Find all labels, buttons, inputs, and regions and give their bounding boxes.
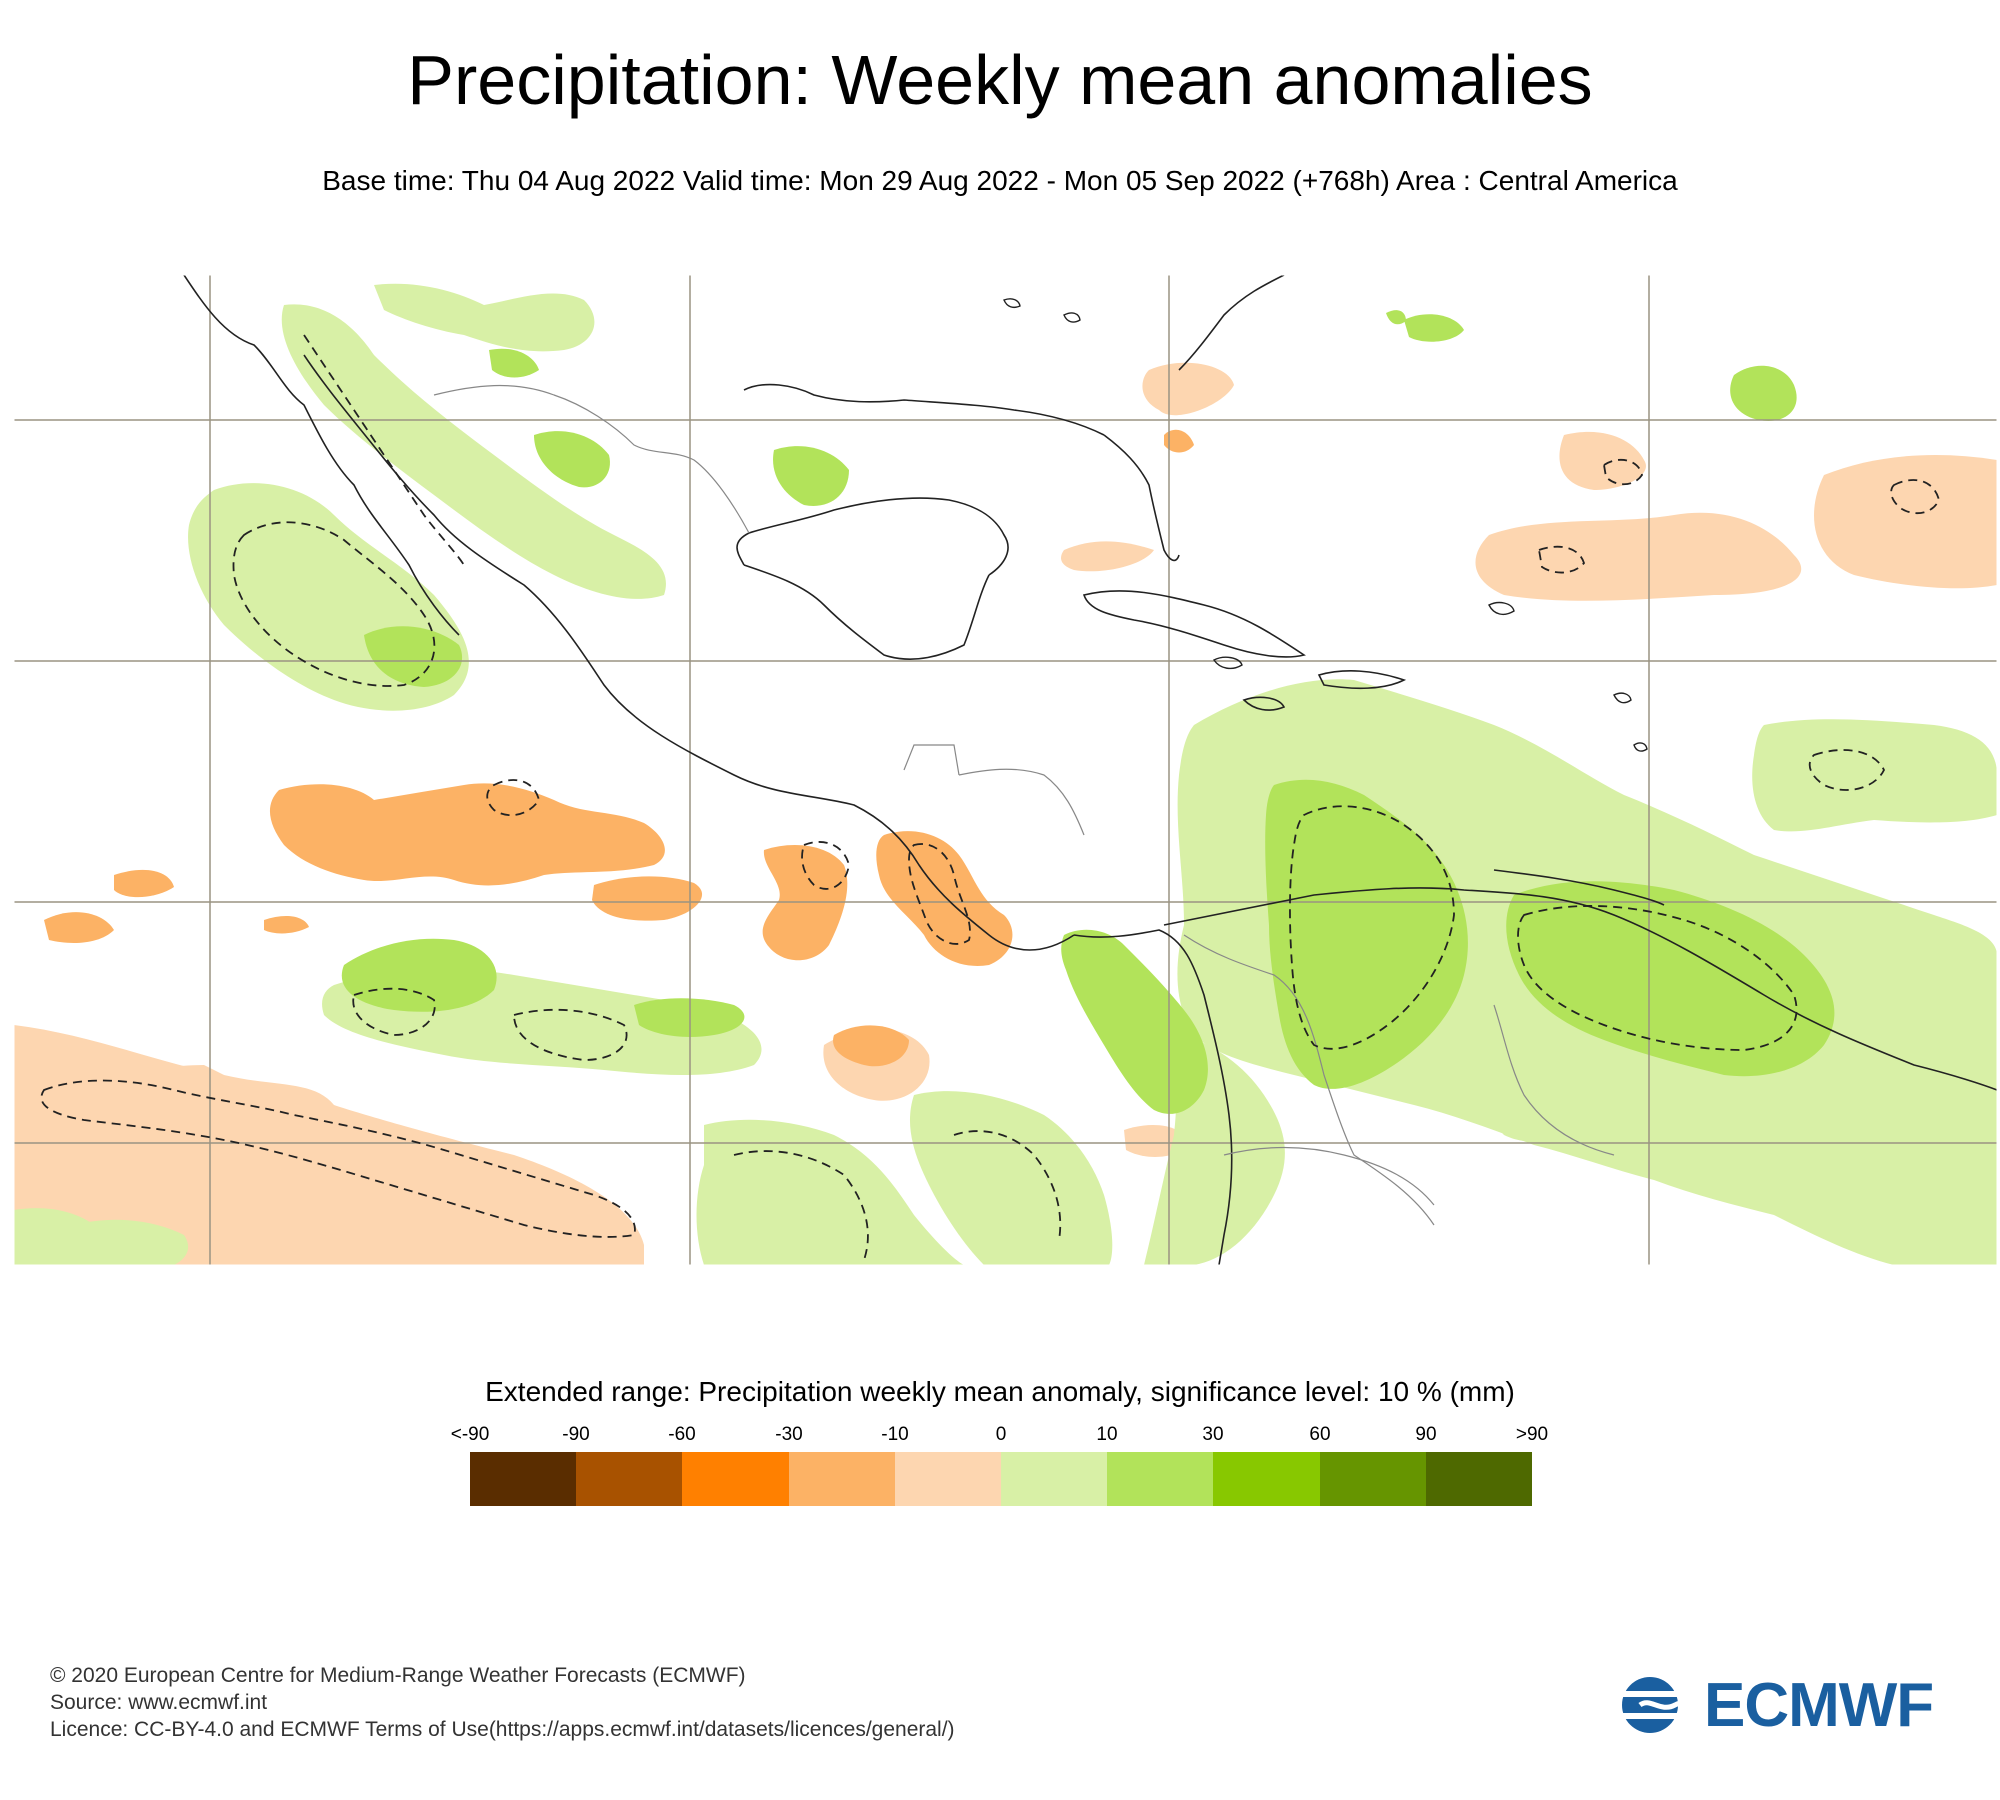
graticule <box>14 275 1997 1265</box>
chart-subtitle: Base time: Thu 04 Aug 2022 Valid time: M… <box>322 165 1678 196</box>
legend-ticks: <-90 -90 -60 -30 -10 0 10 30 60 90 >90 <box>451 1424 1548 1446</box>
country-borders <box>433 384 1615 1226</box>
legend-tick-label: -10 <box>881 1424 909 1445</box>
coastlines <box>183 275 1997 1265</box>
legend-swatch <box>1213 1452 1320 1506</box>
anomaly-medium-green-areas <box>341 310 1835 1114</box>
source-text: Source: www.ecmwf.int <box>50 1691 268 1714</box>
precipitation-anomaly-map <box>14 275 1997 1265</box>
legend-swatch <box>576 1452 683 1506</box>
legend-title: Extended range: Precipitation weekly mea… <box>485 1376 1515 1407</box>
legend-swatch <box>1001 1452 1108 1506</box>
logo-text: ECMWF <box>1704 1670 1934 1740</box>
legend-swatch <box>1107 1452 1214 1506</box>
legend-swatch <box>1425 1452 1533 1506</box>
legend-tick-label: 90 <box>1415 1424 1437 1445</box>
legend-tick-label: -60 <box>668 1424 696 1445</box>
legend-tick-label: 10 <box>1096 1424 1118 1445</box>
legend-tick-label: 60 <box>1309 1424 1331 1445</box>
legend-tick-label: 0 <box>995 1424 1007 1445</box>
copyright-text: © 2020 European Centre for Medium-Range … <box>50 1664 746 1687</box>
legend-swatch <box>788 1452 895 1506</box>
legend-colorbar <box>470 1452 1533 1506</box>
legend-tick-label: -30 <box>775 1424 803 1445</box>
legend-tick-label: 30 <box>1202 1424 1224 1445</box>
anomaly-light-orange-areas <box>14 362 1997 1265</box>
legend-swatch <box>470 1452 577 1506</box>
significance-contours <box>40 334 1940 1261</box>
legend-tick-label: -90 <box>562 1424 590 1445</box>
legend-swatch <box>894 1452 1002 1506</box>
ecmwf-logo: ECMWF <box>1620 1670 1960 1740</box>
chart-title: Precipitation: Weekly mean anomalies <box>407 41 1593 119</box>
ecmwf-logo-icon <box>1620 1677 1700 1733</box>
legend-swatch <box>1319 1452 1426 1506</box>
legend-swatch <box>682 1452 789 1506</box>
anomaly-medium-orange-areas <box>44 429 1194 1067</box>
footer: © 2020 European Centre for Medium-Range … <box>50 1662 955 1743</box>
islands <box>1003 298 1648 752</box>
legend-tick-label: >90 <box>1515 1424 1549 1445</box>
legend-tick-label: <-90 <box>450 1424 490 1445</box>
licence-text: Licence: CC-BY-4.0 and ECMWF Terms of Us… <box>50 1718 955 1741</box>
